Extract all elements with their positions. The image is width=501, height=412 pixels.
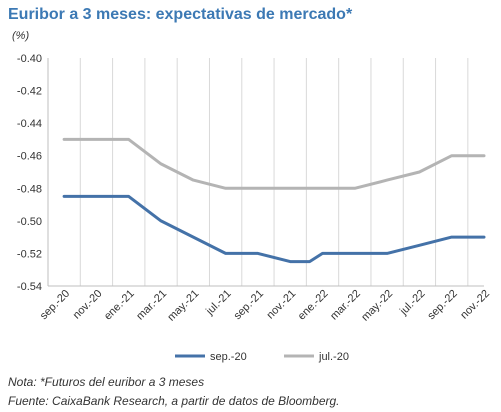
- y-tick-label: -0.50: [17, 216, 42, 228]
- y-tick-label: -0.40: [17, 53, 42, 65]
- x-tick-label: ene.-21: [102, 288, 137, 323]
- x-tick-label: nov.-22: [458, 288, 492, 322]
- x-tick-label: ene.-22: [296, 288, 331, 323]
- x-tick-label: nov.-20: [71, 288, 105, 322]
- x-tick-label: sep.-22: [425, 288, 459, 322]
- x-tick-label: mar.-22: [328, 288, 363, 323]
- legend-label: sep.-20: [210, 351, 247, 363]
- y-tick-label: -0.42: [17, 86, 42, 98]
- unit-label: (%): [12, 30, 30, 42]
- x-tick-label: may.-22: [359, 288, 395, 324]
- x-tick-label: nov.-21: [264, 288, 298, 322]
- x-tick-label: may.-21: [165, 288, 201, 324]
- x-tick-label: jul.-22: [397, 288, 427, 318]
- y-tick-label: -0.48: [17, 183, 42, 195]
- series-line-2: [62, 137, 486, 190]
- y-tick-label: -0.46: [17, 151, 42, 163]
- y-tick-label: -0.52: [17, 248, 42, 260]
- note-text: Nota: *Futuros del euribor a 3 meses: [8, 375, 205, 389]
- y-tick-label: -0.54: [17, 281, 42, 293]
- x-tick-label: sep.-21: [232, 288, 266, 322]
- source-text: Fuente: CaixaBank Research, a partir de …: [8, 394, 340, 408]
- y-tick-label: -0.44: [17, 118, 42, 130]
- chart-title: Euribor a 3 meses: expectativas de merca…: [8, 6, 353, 23]
- series-line-1: [62, 194, 486, 264]
- x-tick-label: jul.-21: [203, 288, 233, 318]
- x-tick-label: sep.-20: [38, 288, 72, 322]
- legend-label: jul.-20: [318, 351, 349, 363]
- x-tick-label: mar.-21: [134, 288, 169, 323]
